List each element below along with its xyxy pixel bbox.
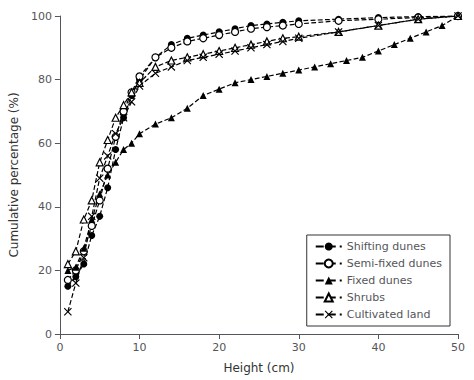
- svg-text:60: 60: [38, 137, 52, 150]
- svg-text:Cultivated land: Cultivated land: [347, 308, 431, 321]
- svg-text:0: 0: [45, 328, 52, 341]
- svg-text:Cumulative percentage (%): Cumulative percentage (%): [7, 92, 21, 257]
- svg-text:30: 30: [292, 341, 306, 354]
- svg-text:Shifting dunes: Shifting dunes: [347, 240, 426, 253]
- svg-text:50: 50: [451, 341, 465, 354]
- svg-text:100: 100: [31, 10, 52, 23]
- svg-text:Fixed dunes: Fixed dunes: [347, 274, 413, 287]
- svg-text:40: 40: [371, 341, 385, 354]
- svg-text:40: 40: [38, 200, 52, 213]
- svg-text:Semi-fixed dunes: Semi-fixed dunes: [347, 257, 443, 270]
- svg-text:Shrubs: Shrubs: [347, 291, 385, 304]
- svg-text:10: 10: [133, 341, 147, 354]
- svg-text:20: 20: [38, 264, 52, 277]
- svg-text:0: 0: [56, 341, 63, 354]
- svg-text:Height (cm): Height (cm): [223, 361, 294, 375]
- svg-text:20: 20: [212, 341, 226, 354]
- svg-text:80: 80: [38, 73, 52, 86]
